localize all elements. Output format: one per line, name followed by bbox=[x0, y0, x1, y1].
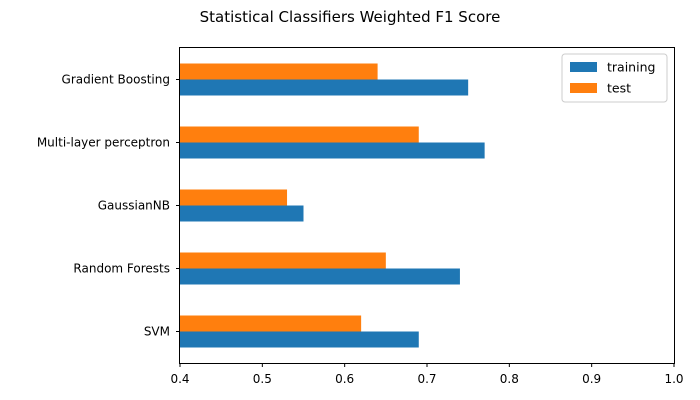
bars-group bbox=[180, 63, 485, 348]
legend-label-test: test bbox=[607, 81, 631, 96]
bar-test-svm bbox=[180, 315, 362, 332]
x-tick-label: 0.8 bbox=[500, 372, 519, 386]
bar-test-random-forests bbox=[180, 252, 386, 269]
x-axis: 0.4 0.5 0.6 0.7 0.8 0.9 1.0 bbox=[170, 363, 684, 386]
legend-swatch-training bbox=[570, 62, 597, 72]
bar-test-multi-layer-perceptron bbox=[180, 126, 419, 143]
bar-training-gaussiannb bbox=[180, 205, 304, 222]
bar-training-random-forests bbox=[180, 268, 460, 285]
chart-title: Statistical Classifiers Weighted F1 Scor… bbox=[200, 8, 501, 26]
y-tick-label-multi-layer-perceptron: Multi-layer perceptron bbox=[37, 136, 170, 150]
bar-training-svm bbox=[180, 331, 419, 348]
x-tick-label: 0.9 bbox=[582, 372, 601, 386]
y-tick-label-svm: SVM bbox=[144, 325, 170, 339]
x-tick-label: 1.0 bbox=[664, 372, 683, 386]
bar-test-gradient-boosting bbox=[180, 63, 378, 80]
legend-swatch-test bbox=[570, 83, 597, 93]
x-tick-label: 0.4 bbox=[170, 372, 189, 386]
x-tick-label: 0.6 bbox=[335, 372, 354, 386]
x-tick-label: 0.5 bbox=[253, 372, 272, 386]
legend-label-training: training bbox=[607, 60, 655, 75]
legend: training test bbox=[561, 53, 668, 103]
x-tick-label: 0.7 bbox=[417, 372, 436, 386]
bar-training-gradient-boosting bbox=[180, 79, 469, 96]
y-tick-label-gradient-boosting: Gradient Boosting bbox=[62, 73, 170, 87]
y-tick-label-random-forests: Random Forests bbox=[73, 262, 170, 276]
y-tick-label-gaussiannb: GaussianNB bbox=[98, 199, 170, 213]
y-axis: SVM Random Forests GaussianNB Multi-layer p… bbox=[37, 73, 180, 339]
bar-training-multi-layer-perceptron bbox=[180, 142, 485, 159]
bar-test-gaussiannb bbox=[180, 189, 288, 206]
